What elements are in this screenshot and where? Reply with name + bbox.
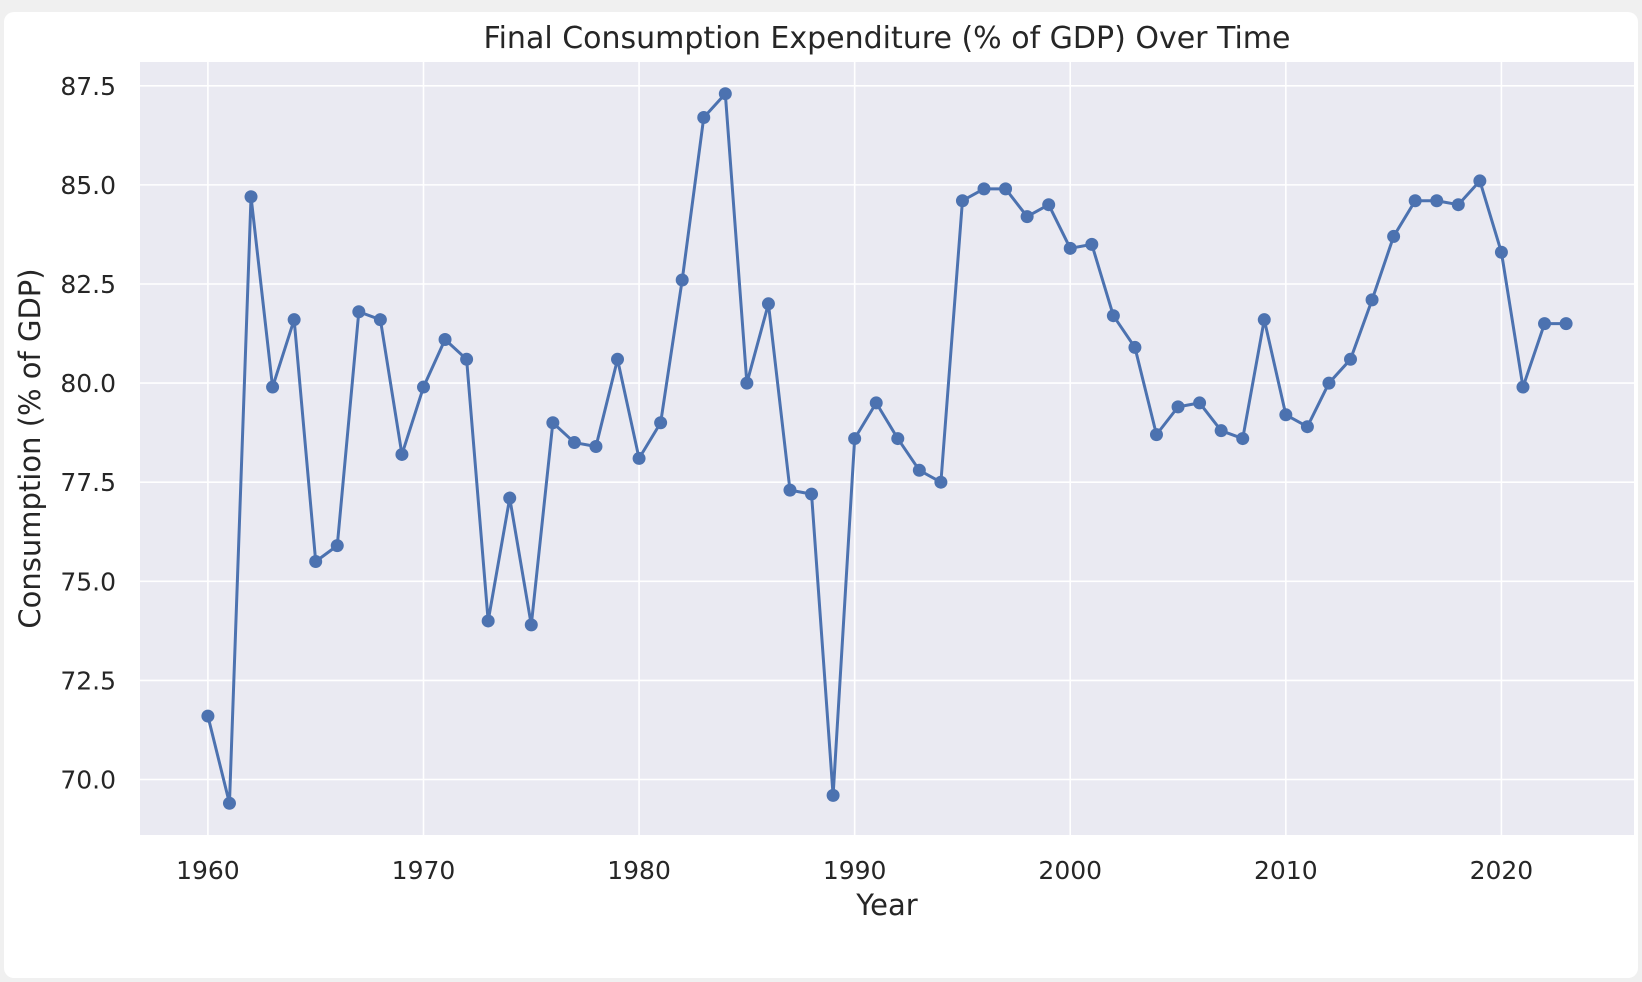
x-axis-label: Year bbox=[855, 888, 917, 922]
data-point bbox=[416, 380, 430, 394]
data-point bbox=[481, 614, 495, 628]
data-point bbox=[567, 436, 581, 450]
data-point bbox=[438, 332, 452, 346]
data-point bbox=[955, 194, 969, 208]
data-point bbox=[309, 554, 323, 568]
data-point bbox=[1257, 313, 1271, 327]
line-chart: 1960 1970 1980 1990 2000 2010 2020 70.0 72.5 75.0… bbox=[13, 21, 1634, 922]
data-point bbox=[891, 432, 905, 446]
data-point bbox=[1171, 400, 1185, 414]
y-axis-label: Consumption (% of GDP) bbox=[13, 268, 47, 628]
data-point bbox=[1559, 317, 1573, 331]
data-point bbox=[1387, 229, 1401, 243]
data-point bbox=[848, 432, 862, 446]
data-point bbox=[1214, 424, 1228, 438]
data-point bbox=[503, 491, 517, 505]
data-point bbox=[805, 487, 819, 501]
data-point bbox=[1042, 198, 1056, 212]
data-point bbox=[1193, 396, 1207, 410]
data-point bbox=[632, 451, 646, 465]
data-point bbox=[201, 709, 215, 723]
tick-labels: 1960 1970 1980 1990 2000 2010 2020 70.0 72.5 75.0… bbox=[60, 72, 1533, 885]
data-point bbox=[1322, 376, 1336, 390]
data-point bbox=[395, 447, 409, 461]
data-point bbox=[977, 182, 991, 196]
chart-title: Final Consumption Expenditure (% of GDP)… bbox=[484, 21, 1291, 56]
data-point bbox=[524, 618, 538, 632]
data-points bbox=[201, 87, 1573, 810]
data-point bbox=[330, 539, 344, 553]
data-point bbox=[1451, 198, 1465, 212]
data-point bbox=[1236, 432, 1250, 446]
data-point bbox=[869, 396, 883, 410]
data-point bbox=[373, 313, 387, 327]
data-point bbox=[1063, 241, 1077, 255]
y-tick-label: 85.0 bbox=[60, 171, 116, 200]
data-point bbox=[654, 416, 668, 430]
data-point bbox=[546, 416, 560, 430]
data-point bbox=[222, 796, 236, 810]
data-point bbox=[783, 483, 797, 497]
grid-lines bbox=[140, 62, 1634, 835]
data-point bbox=[1430, 194, 1444, 208]
data-point bbox=[718, 87, 732, 101]
data-point bbox=[1365, 293, 1379, 307]
y-tick-label: 87.5 bbox=[60, 72, 116, 101]
data-point bbox=[1279, 408, 1293, 422]
chart-card: 1960 1970 1980 1990 2000 2010 2020 70.0 72.5 75.0… bbox=[4, 12, 1638, 978]
data-point bbox=[934, 475, 948, 489]
y-tick-label: 72.5 bbox=[60, 666, 116, 695]
plot-area bbox=[140, 62, 1634, 835]
x-tick-label: 1960 bbox=[176, 856, 240, 885]
y-tick-label: 75.0 bbox=[60, 567, 116, 596]
data-point bbox=[1085, 237, 1099, 251]
data-point bbox=[1106, 309, 1120, 323]
data-point bbox=[999, 182, 1013, 196]
y-tick-label: 70.0 bbox=[60, 766, 116, 795]
data-point bbox=[826, 788, 840, 802]
x-tick-label: 2010 bbox=[1254, 856, 1318, 885]
data-point bbox=[1516, 380, 1530, 394]
x-tick-label: 2000 bbox=[1038, 856, 1102, 885]
y-tick-label: 82.5 bbox=[60, 270, 116, 299]
x-tick-label: 1980 bbox=[607, 856, 671, 885]
data-point bbox=[675, 273, 689, 287]
data-point bbox=[352, 305, 366, 319]
data-point bbox=[1538, 317, 1552, 331]
data-point bbox=[1494, 245, 1508, 259]
data-point bbox=[1300, 420, 1314, 434]
y-tick-label: 80.0 bbox=[60, 369, 116, 398]
data-point bbox=[1128, 340, 1142, 354]
data-point bbox=[912, 463, 926, 477]
data-point bbox=[244, 190, 258, 204]
data-point bbox=[1473, 174, 1487, 188]
data-point bbox=[1149, 428, 1163, 442]
data-point bbox=[697, 110, 711, 124]
series-line bbox=[206, 92, 1567, 805]
data-point bbox=[740, 376, 754, 390]
y-tick-label: 77.5 bbox=[60, 468, 116, 497]
data-point bbox=[266, 380, 280, 394]
data-point bbox=[1344, 352, 1358, 366]
data-point bbox=[1408, 194, 1422, 208]
data-point bbox=[761, 297, 775, 311]
data-point bbox=[1020, 210, 1034, 224]
x-tick-label: 2020 bbox=[1470, 856, 1534, 885]
data-point bbox=[287, 313, 301, 327]
data-point bbox=[589, 440, 603, 454]
x-tick-label: 1990 bbox=[823, 856, 887, 885]
x-tick-label: 1970 bbox=[392, 856, 456, 885]
data-point bbox=[611, 352, 625, 366]
data-point bbox=[460, 352, 474, 366]
